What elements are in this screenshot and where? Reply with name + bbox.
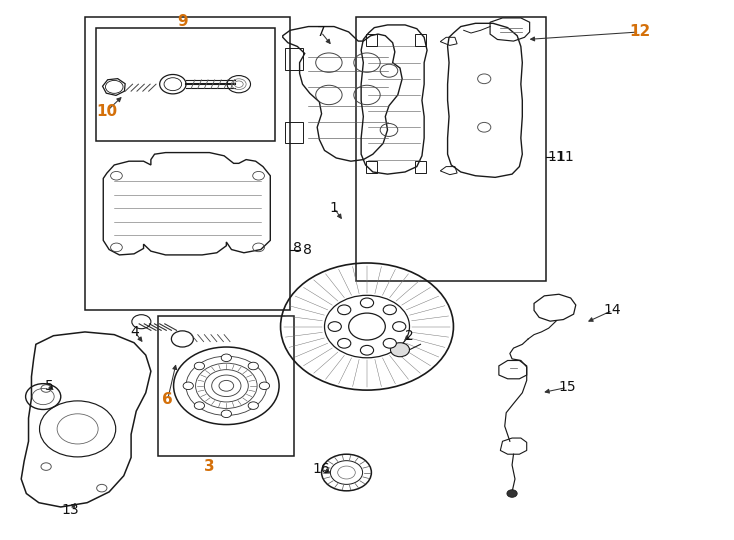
Text: 9: 9 [177,14,188,29]
Text: 14: 14 [603,303,621,318]
Text: 3: 3 [204,459,215,474]
Text: 15: 15 [558,380,575,394]
Bar [415,34,426,46]
Text: 7: 7 [316,25,325,39]
Text: 1: 1 [330,201,338,215]
Circle shape [338,305,351,315]
Bar [415,161,426,173]
Text: 5: 5 [45,379,54,393]
Text: 8: 8 [302,242,311,256]
Bar [285,122,303,144]
Text: 11: 11 [547,150,565,164]
Circle shape [383,339,396,348]
Bar [285,48,303,70]
Bar [96,28,275,141]
Circle shape [183,382,193,389]
Circle shape [248,362,258,370]
Circle shape [221,410,231,417]
Circle shape [360,298,374,308]
Text: 6: 6 [162,392,173,407]
Text: 10: 10 [96,104,117,119]
Circle shape [328,322,341,332]
Bar [85,17,290,310]
Text: 13: 13 [62,503,79,517]
Text: 4: 4 [131,325,139,339]
Text: 16: 16 [313,462,330,476]
Circle shape [507,490,517,497]
Circle shape [383,305,396,315]
Bar [356,17,547,281]
Circle shape [195,402,205,409]
Text: 2: 2 [405,329,414,343]
Circle shape [338,339,351,348]
Circle shape [248,402,258,409]
Circle shape [195,362,205,370]
Bar [366,34,377,46]
Bar [159,316,294,456]
Circle shape [221,354,231,362]
Circle shape [393,322,406,332]
Text: 11: 11 [556,150,574,164]
Bar [366,161,377,173]
Circle shape [390,343,410,357]
Text: 8: 8 [293,241,302,255]
Circle shape [259,382,269,389]
Circle shape [360,346,374,355]
Text: 12: 12 [629,24,650,39]
